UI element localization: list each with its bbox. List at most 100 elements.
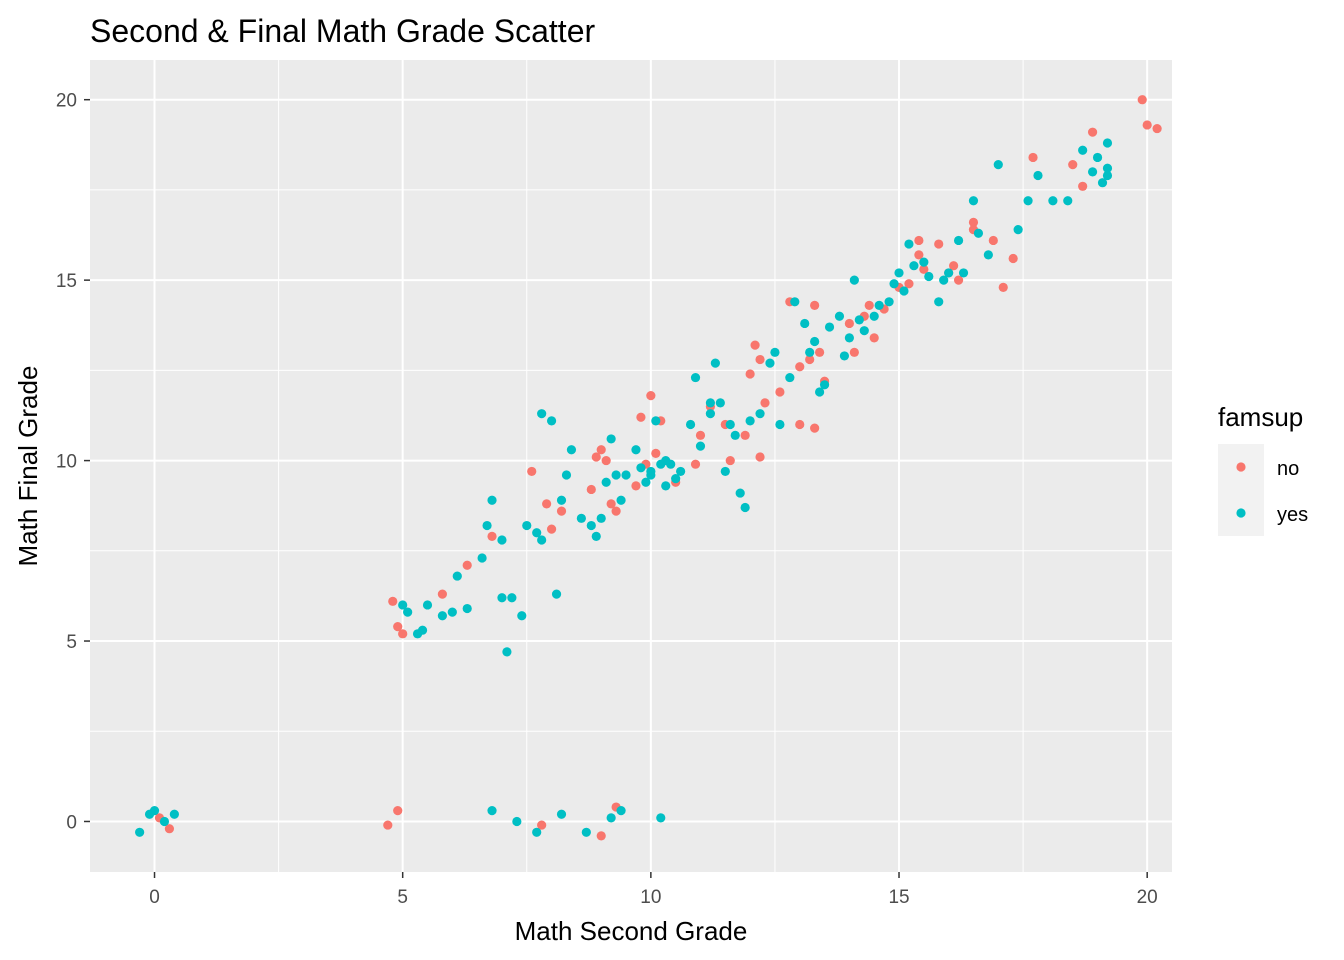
y-tick-label: 5	[66, 632, 77, 653]
data-point-yes	[398, 600, 408, 610]
data-point-yes	[417, 625, 428, 635]
data-point-yes	[452, 571, 462, 581]
data-point-yes	[556, 495, 567, 505]
data-point-no	[690, 459, 701, 469]
legend-title: famsup	[1218, 402, 1303, 432]
data-point-yes	[159, 816, 170, 827]
data-point-no	[651, 448, 661, 458]
x-axis-ticks: 0 5 10 15 20	[149, 872, 1158, 908]
data-point-yes	[1023, 196, 1033, 206]
data-point-no	[586, 484, 596, 495]
data-point-yes	[656, 813, 666, 823]
data-point-yes	[532, 528, 542, 538]
y-tick-label: 0	[66, 812, 77, 833]
data-point-yes	[785, 372, 795, 383]
data-point-yes	[512, 816, 522, 827]
data-point-no	[556, 506, 567, 516]
data-point-yes	[576, 513, 586, 523]
data-point-no	[398, 629, 408, 639]
data-point-no	[462, 560, 472, 570]
data-point-yes	[169, 809, 179, 819]
x-axis-title: Math Second Grade	[515, 916, 748, 946]
data-point-yes	[755, 409, 765, 419]
data-point-yes	[934, 297, 944, 307]
data-point-yes	[735, 488, 745, 498]
data-point-yes	[537, 535, 547, 545]
data-point-no	[949, 261, 959, 271]
data-point-no	[760, 398, 770, 408]
data-point-no	[919, 264, 929, 274]
data-points	[135, 95, 1162, 841]
data-point-no	[1028, 152, 1038, 163]
data-point-yes	[497, 535, 507, 545]
data-point-yes	[502, 647, 512, 657]
data-point-no	[537, 820, 547, 830]
data-point-yes	[537, 409, 547, 419]
data-point-no	[795, 362, 805, 372]
data-point-no	[383, 820, 393, 830]
data-point-yes	[973, 228, 984, 238]
data-point-yes	[824, 322, 835, 332]
data-point-yes	[556, 809, 567, 819]
data-point-yes	[1102, 163, 1113, 173]
data-point-yes	[854, 315, 864, 325]
y-tick-label: 10	[56, 452, 77, 473]
data-point-yes	[482, 520, 492, 531]
data-point-no	[546, 524, 557, 534]
data-point-yes	[616, 806, 626, 816]
data-point-yes	[1013, 225, 1023, 235]
data-point-yes	[775, 419, 785, 430]
data-point-yes	[909, 261, 919, 271]
data-point-yes	[661, 481, 671, 491]
data-point-yes	[497, 593, 507, 603]
data-point-yes	[591, 531, 601, 541]
data-point-no	[591, 452, 601, 462]
data-point-yes	[403, 607, 413, 617]
grid-minor-lines	[90, 60, 1172, 872]
data-point-no	[1078, 181, 1088, 191]
x-tick-label: 10	[640, 887, 661, 908]
data-point-no	[755, 452, 765, 462]
data-point-yes	[606, 434, 616, 444]
data-point-no	[611, 506, 621, 516]
plot-panel	[90, 60, 1172, 872]
data-point-no	[646, 391, 656, 401]
data-point-yes	[889, 279, 899, 289]
data-point-yes	[651, 416, 661, 426]
data-point-no	[606, 499, 616, 509]
data-point-no	[1137, 95, 1147, 105]
data-point-yes	[944, 268, 954, 278]
data-point-no	[393, 621, 403, 632]
data-point-yes	[1078, 145, 1088, 155]
data-point-yes	[631, 445, 641, 455]
grid-major-lines	[90, 60, 1172, 872]
data-point-no	[934, 239, 944, 249]
data-point-yes	[705, 398, 716, 408]
data-point-no	[998, 282, 1008, 292]
data-point-no	[1142, 120, 1152, 130]
data-point-no	[914, 250, 924, 260]
x-tick-label: 0	[149, 887, 160, 908]
data-point-yes	[805, 347, 815, 357]
data-point-yes	[661, 455, 671, 466]
data-point-no	[542, 499, 552, 509]
data-point-no	[864, 300, 874, 311]
data-point-yes	[671, 474, 681, 484]
data-point-yes	[1063, 196, 1073, 206]
data-point-yes	[720, 466, 730, 477]
data-point-yes	[924, 271, 934, 282]
data-point-yes	[586, 520, 596, 531]
data-point-yes	[730, 430, 740, 440]
data-point-yes	[646, 470, 656, 480]
data-point-yes	[810, 336, 820, 347]
data-point-yes	[551, 589, 562, 599]
data-point-yes	[765, 358, 775, 368]
data-point-yes	[561, 470, 572, 480]
data-point-yes	[690, 372, 701, 383]
data-point-yes	[770, 347, 780, 357]
data-point-no	[745, 369, 755, 379]
data-point-yes	[710, 358, 720, 368]
data-point-no	[805, 354, 815, 365]
data-point-yes	[904, 239, 914, 249]
data-point-yes	[1097, 178, 1108, 188]
